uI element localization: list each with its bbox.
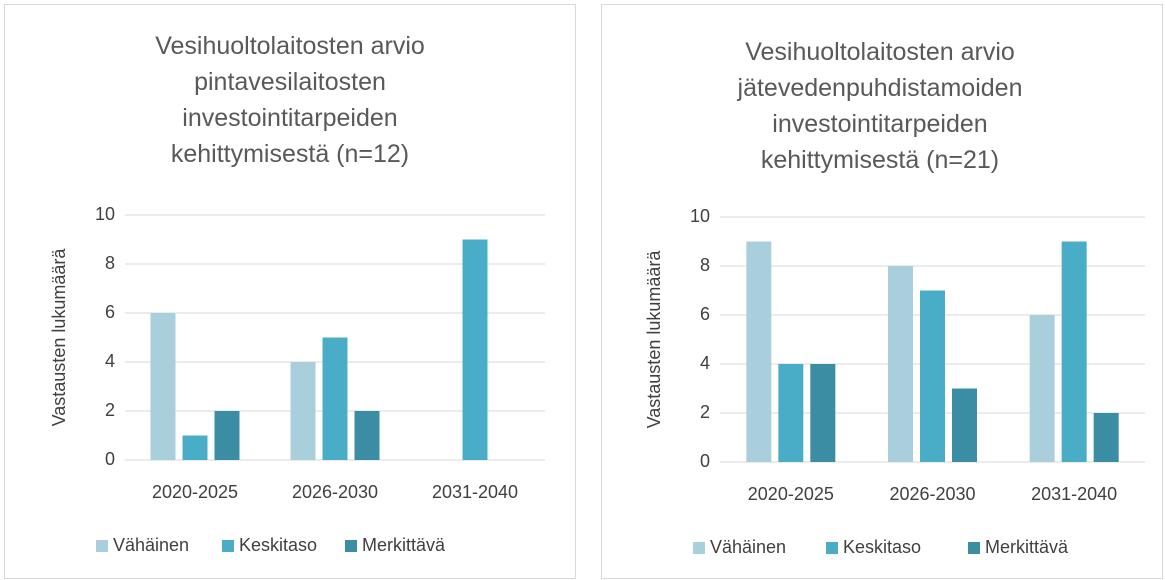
legend-swatch: [96, 540, 108, 552]
bar: [1061, 241, 1087, 462]
chart-panel: [4, 4, 576, 579]
y-tick-label: 10: [690, 206, 710, 226]
legend-label: Merkittävä: [362, 535, 446, 555]
y-tick-label: 10: [95, 204, 115, 224]
bar: [182, 435, 208, 460]
bar: [1093, 413, 1119, 462]
x-tick-label: 2020-2025: [748, 484, 834, 504]
bar: [888, 266, 913, 462]
legend-label: Vähäinen: [113, 535, 189, 555]
y-tick-label: 4: [700, 353, 710, 373]
y-tick-label: 6: [105, 302, 115, 322]
bar: [290, 362, 316, 460]
y-tick-label: 4: [105, 351, 115, 371]
y-tick-label: 2: [700, 402, 710, 422]
legend-label: Merkittävä: [985, 537, 1069, 557]
y-tick-label: 0: [105, 449, 115, 469]
chart-title: Vesihuoltolaitosten arvio jätevedenpuhdi…: [737, 38, 1023, 174]
x-tick-label: 2031-2040: [432, 482, 518, 502]
legend-label: Vähäinen: [710, 537, 786, 557]
y-tick-label: 8: [700, 255, 710, 275]
bar: [810, 364, 836, 462]
y-tick-label: 0: [700, 451, 710, 471]
x-tick-label: 2020-2025: [152, 482, 238, 502]
legend-swatch: [968, 542, 980, 554]
bar: [462, 239, 488, 460]
bar: [952, 388, 977, 462]
chart-title: Vesihuoltolaitosten arvio pintavesilaito…: [155, 32, 425, 168]
bar: [322, 337, 348, 460]
legend-swatch: [345, 540, 357, 552]
legend-label: Keskitaso: [843, 537, 921, 557]
legend-label: Keskitaso: [239, 535, 317, 555]
bar: [1029, 315, 1055, 462]
x-tick-label: 2026-2030: [889, 484, 975, 504]
legend-swatch: [826, 542, 838, 554]
bar: [778, 364, 804, 462]
bar: [150, 313, 176, 460]
x-tick-label: 2031-2040: [1031, 484, 1117, 504]
legend-swatch: [222, 540, 234, 552]
bar: [920, 290, 945, 462]
bar: [214, 411, 240, 460]
y-axis-label: Vastausten lukumäärä: [49, 248, 69, 427]
y-tick-label: 6: [700, 304, 710, 324]
bar: [354, 411, 380, 460]
y-tick-label: 2: [105, 400, 115, 420]
y-tick-label: 8: [105, 253, 115, 273]
x-tick-label: 2026-2030: [292, 482, 378, 502]
bar: [746, 241, 772, 462]
legend-swatch: [693, 542, 705, 554]
y-axis-label: Vastausten lukumäärä: [644, 250, 664, 429]
chart-panel: [601, 4, 1163, 579]
